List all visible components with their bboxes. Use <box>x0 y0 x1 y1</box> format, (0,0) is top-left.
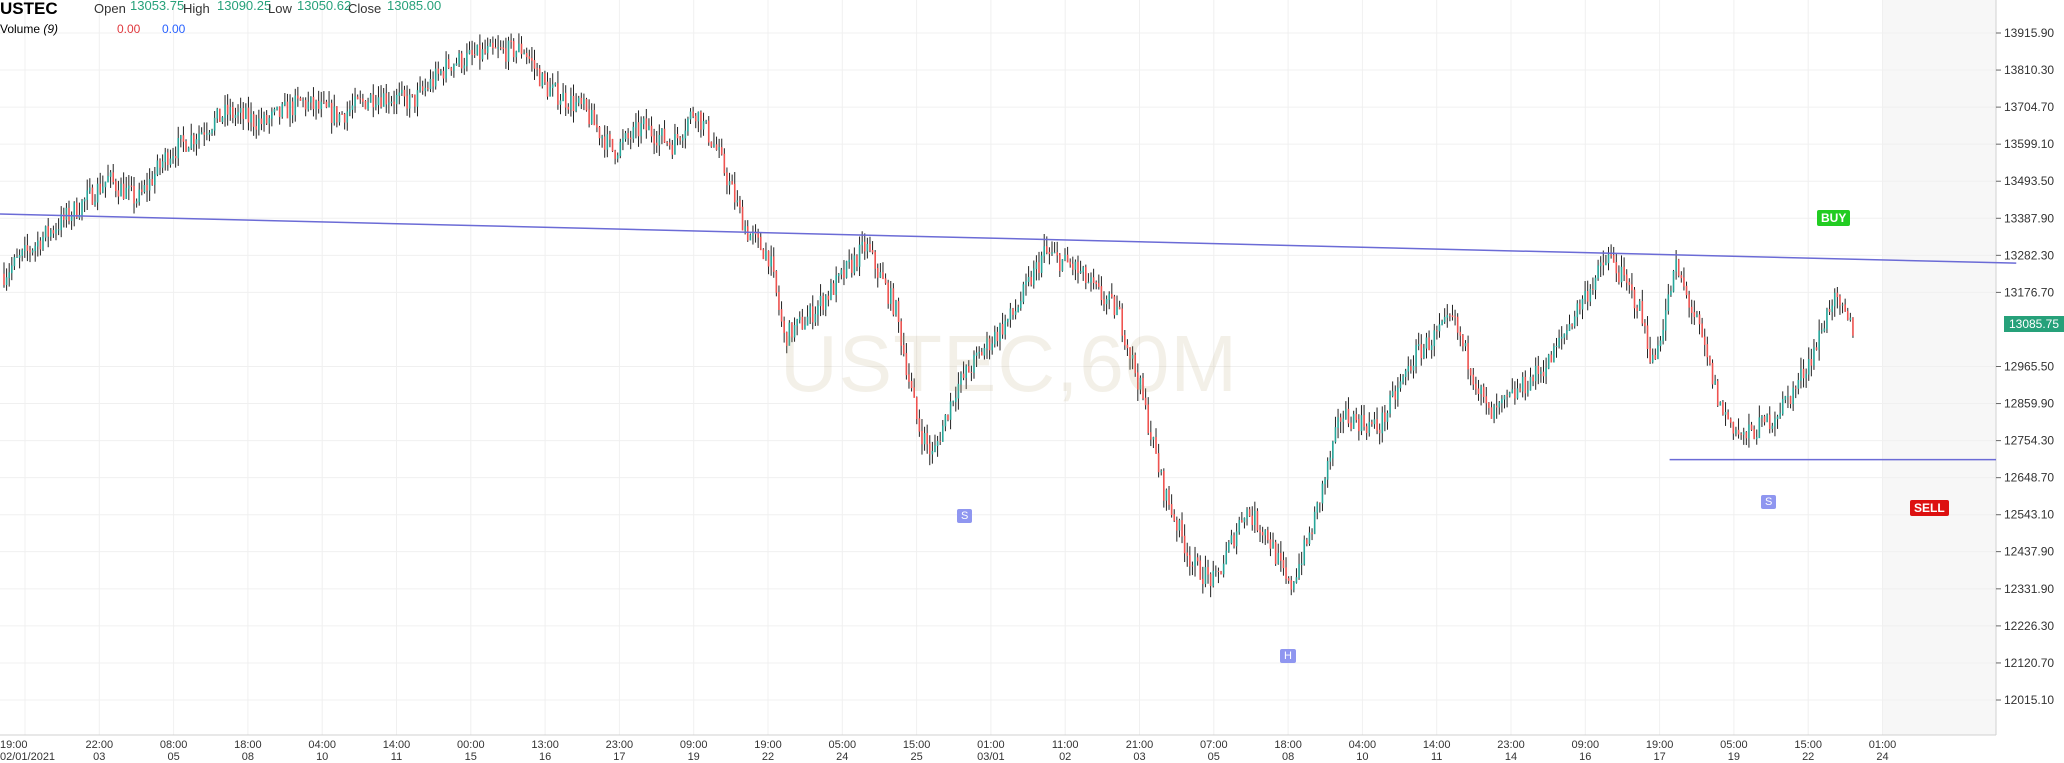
buy-signal[interactable]: BUY <box>1817 210 1851 227</box>
date-tick-label: 19 <box>1728 751 1740 763</box>
time-tick-label: 00:00 <box>457 739 485 751</box>
time-tick-label: 23:00 <box>1497 739 1525 751</box>
time-tick-label: 11:00 <box>1052 739 1079 751</box>
open-value: 13053.75 <box>130 0 185 13</box>
date-tick-label: 16 <box>539 751 551 763</box>
time-tick-label: 19:00 <box>754 739 782 751</box>
date-tick-label: 08 <box>242 751 254 763</box>
price-tick-label: 13810.30 <box>2004 63 2054 77</box>
date-tick-label: 02/01/2021 <box>0 751 55 763</box>
price-tick-label: 13599.10 <box>2004 137 2054 151</box>
price-tick-label: 13704.70 <box>2004 100 2054 114</box>
low-label: Low <box>268 1 292 16</box>
time-tick-label: 09:00 <box>1572 739 1600 751</box>
price-tick-label: 12331.90 <box>2004 582 2054 596</box>
date-tick-label: 03 <box>1133 751 1145 763</box>
date-tick-label: 22 <box>762 751 774 763</box>
time-tick-label: 19:00 <box>1646 739 1674 751</box>
time-tick-label: 19:00 <box>0 739 28 751</box>
symbol-label: USTEC <box>0 0 58 18</box>
price-tick-label: 12226.30 <box>2004 619 2054 633</box>
date-tick-label: 10 <box>316 751 328 763</box>
time-tick-label: 23:00 <box>606 739 634 751</box>
pattern-marker-s[interactable]: S <box>1761 495 1777 510</box>
time-tick-label: 14:00 <box>383 739 411 751</box>
time-tick-label: 15:00 <box>1794 739 1822 751</box>
price-tick-label: 12965.50 <box>2004 360 2054 374</box>
date-tick-label: 15 <box>465 751 477 763</box>
pattern-marker-s[interactable]: S <box>957 508 973 523</box>
time-tick-label: 21:00 <box>1126 739 1154 751</box>
current-price-tag: 13085.75 <box>2004 316 2064 333</box>
date-tick-label: 11 <box>391 751 402 763</box>
price-tick-label: 12120.70 <box>2004 656 2054 670</box>
date-tick-label: 10 <box>1356 751 1368 763</box>
price-tick-label: 12648.70 <box>2004 471 2054 485</box>
price-tick-label: 13493.50 <box>2004 174 2054 188</box>
time-tick-label: 08:00 <box>160 739 188 751</box>
date-tick-label: 08 <box>1282 751 1294 763</box>
time-tick-label: 09:00 <box>680 739 708 751</box>
time-tick-label: 04:00 <box>308 739 336 751</box>
time-tick-label: 07:00 <box>1200 739 1228 751</box>
date-tick-label: 16 <box>1579 751 1591 763</box>
time-tick-label: 13:00 <box>531 739 559 751</box>
time-tick-label: 15:00 <box>903 739 931 751</box>
close-value: 13085.00 <box>387 0 442 13</box>
time-tick-label: 14:00 <box>1423 739 1451 751</box>
time-tick-label: 04:00 <box>1349 739 1377 751</box>
price-tick-label: 13387.90 <box>2004 211 2054 225</box>
date-tick-label: 22 <box>1802 751 1814 763</box>
date-tick-label: 24 <box>1876 751 1888 763</box>
volume-value-2: 0.00 <box>162 22 186 36</box>
price-tick-label: 13176.70 <box>2004 285 2054 299</box>
volume-value-1: 0.00 <box>117 22 141 36</box>
time-tick-label: 05:00 <box>1720 739 1748 751</box>
date-tick-label: 14 <box>1505 751 1517 763</box>
date-tick-label: 19 <box>688 751 700 763</box>
price-tick-label: 12015.10 <box>2004 693 2054 707</box>
date-tick-label: 05 <box>167 751 179 763</box>
price-tick-label: 12543.10 <box>2004 508 2054 522</box>
time-tick-label: 22:00 <box>86 739 114 751</box>
price-tick-label: 13915.90 <box>2004 26 2054 40</box>
date-tick-label: 17 <box>613 751 625 763</box>
date-tick-label: 17 <box>1653 751 1665 763</box>
date-tick-label: 24 <box>836 751 848 763</box>
pattern-marker-h[interactable]: H <box>1280 649 1296 664</box>
price-tick-label: 12437.90 <box>2004 545 2054 559</box>
date-tick-label: 03 <box>93 751 105 763</box>
date-tick-label: 11 <box>1431 751 1442 763</box>
date-tick-label: 03/01 <box>977 751 1005 763</box>
date-tick-label: 02 <box>1059 751 1071 763</box>
price-tick-label: 12859.90 <box>2004 397 2054 411</box>
date-tick-label: 25 <box>910 751 922 763</box>
volume-label: Volume (9) <box>0 22 59 36</box>
price-tick-label: 12754.30 <box>2004 434 2054 448</box>
trend-line <box>0 213 2017 264</box>
low-value: 13050.62 <box>297 0 352 13</box>
time-tick-label: 01:00 <box>977 739 1005 751</box>
open-label: Open <box>94 1 126 16</box>
high-label: High <box>183 1 210 16</box>
close-label: Close <box>348 1 382 16</box>
price-tick-label: 13282.30 <box>2004 248 2054 262</box>
time-tick-label: 05:00 <box>829 739 857 751</box>
high-value: 13090.25 <box>217 0 272 13</box>
time-tick-label: 18:00 <box>1274 739 1302 751</box>
date-tick-label: 05 <box>1208 751 1220 763</box>
sell-signal[interactable]: SELL <box>1910 500 1949 517</box>
time-tick-label: 01:00 <box>1869 739 1897 751</box>
symbol-watermark: USTEC,60M <box>780 319 1238 408</box>
future-area <box>1883 0 1996 735</box>
time-tick-label: 18:00 <box>234 739 262 751</box>
ohlc-legend: USTEC Open 13053.75 High 13090.25 Low 13… <box>0 0 600 40</box>
